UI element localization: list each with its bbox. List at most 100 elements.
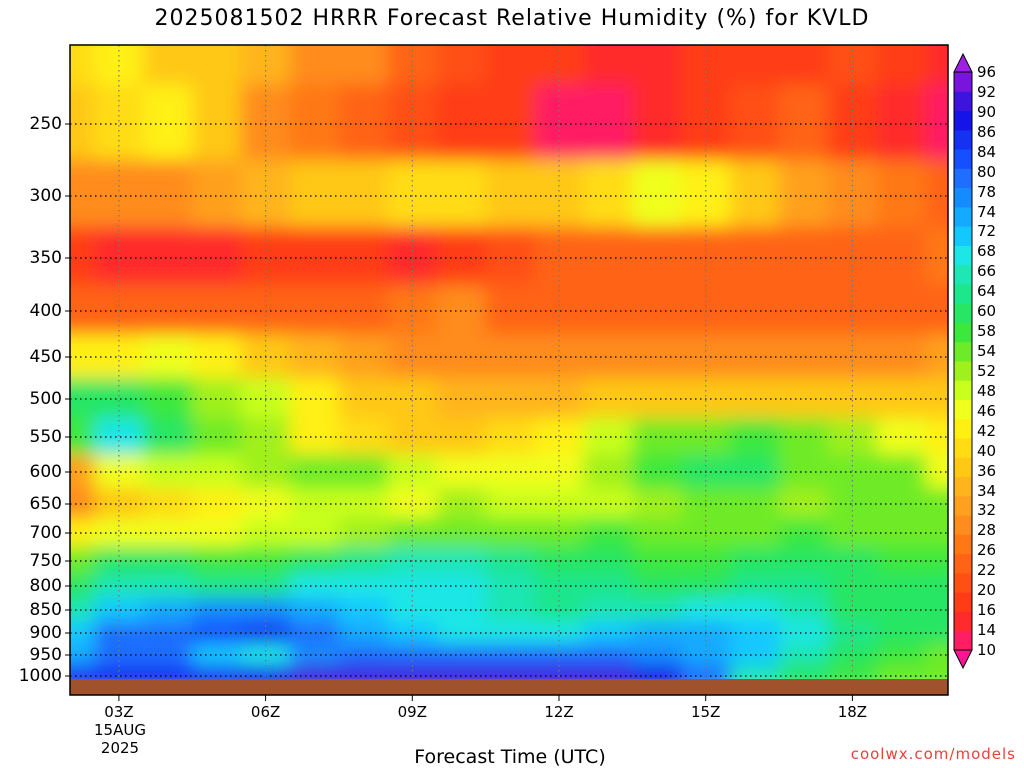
grid-lines	[70, 45, 948, 679]
colorbar-swatch	[954, 303, 972, 323]
heatmap-cell	[876, 160, 927, 228]
heatmap-cell	[436, 547, 487, 575]
heatmap-cell	[632, 454, 683, 489]
ground-bar	[70, 679, 948, 695]
heatmap-cell	[876, 45, 927, 86]
colorbar-swatch	[954, 168, 972, 189]
colorbar-label: 46	[977, 401, 997, 420]
heatmap-cell	[876, 665, 927, 679]
heatmap-cell	[70, 644, 96, 667]
heatmap-cell	[485, 227, 536, 286]
heatmap-cell	[632, 621, 683, 645]
colorbar-label: 86	[977, 122, 997, 141]
heatmap-cell	[925, 547, 948, 575]
heatmap-cell	[143, 598, 194, 623]
heatmap-cell	[436, 418, 487, 456]
y-tick-label: 350	[29, 248, 62, 268]
heatmap-cell	[779, 45, 829, 86]
heatmap-cell	[436, 573, 487, 599]
colorbar-label: 36	[977, 461, 997, 480]
heatmap-cell	[534, 454, 585, 489]
colorbar-swatch	[954, 226, 972, 246]
heatmap-cell	[632, 488, 683, 520]
colorbar-label: 28	[977, 521, 997, 540]
heatmap-cell	[583, 227, 634, 286]
heatmap-cell	[534, 665, 585, 679]
heatmap-cell	[436, 160, 487, 228]
heatmap-cell	[925, 644, 948, 667]
colorbar-swatch	[954, 322, 972, 343]
heatmap-cell	[779, 284, 829, 335]
y-tick-label: 800	[29, 576, 62, 596]
heatmap-cell	[583, 621, 634, 645]
heatmap-cell	[925, 284, 948, 335]
heatmap-cell	[632, 518, 683, 548]
colorbar-swatch	[954, 630, 972, 651]
heatmap-cell	[436, 454, 487, 489]
heatmap-cell	[143, 518, 194, 548]
heatmap-cell	[70, 621, 96, 645]
heatmap-cell	[876, 547, 927, 575]
colorbar-swatch	[954, 361, 972, 381]
heatmap-cell	[338, 84, 389, 161]
y-tick-label: 950	[29, 645, 62, 665]
colorbar-label: 90	[977, 102, 997, 121]
heatmap-cell	[485, 284, 536, 335]
colorbar-label: 34	[977, 481, 997, 500]
y-tick-label: 450	[29, 347, 62, 367]
heatmap-cell	[632, 45, 683, 86]
heatmap-cell	[241, 284, 292, 335]
colorbar-label: 22	[977, 561, 997, 580]
y-tick-label: 1000	[18, 666, 62, 686]
heatmap-cell	[681, 84, 732, 161]
heatmap-cell	[779, 160, 829, 228]
heatmap-cell	[632, 418, 683, 456]
heatmap-cell	[192, 598, 243, 623]
heatmap-cell	[876, 518, 927, 548]
heatmap-cell	[143, 227, 194, 286]
heatmap-cell	[192, 488, 243, 520]
heatmap-cell	[94, 665, 145, 679]
heatmap-cell	[436, 45, 487, 86]
colorbar-label: 92	[977, 82, 997, 101]
colorbar-swatch	[954, 572, 972, 593]
colorbar-swatch	[954, 264, 972, 285]
colorbar-label: 96	[977, 63, 997, 81]
colorbar-label: 64	[977, 282, 997, 301]
heatmap-cell	[94, 488, 145, 520]
colorbar-swatch	[954, 341, 972, 362]
colorbar-swatch	[954, 495, 972, 516]
heatmap-cell	[779, 227, 829, 286]
heatmap-cell	[94, 378, 145, 419]
heatmap-cell	[143, 378, 194, 419]
colorbar-label: 14	[977, 621, 997, 640]
heatmap-cell	[192, 45, 243, 86]
heatmap-cell	[70, 84, 96, 161]
heatmap-cell	[387, 84, 438, 161]
heatmap-cell	[192, 334, 243, 379]
heatmap-cell	[925, 518, 948, 548]
heatmap-cell	[290, 84, 340, 161]
heatmap-cell	[827, 621, 878, 645]
colorbar-swatch	[954, 399, 972, 420]
colorbar-label: 78	[977, 182, 997, 201]
colorbar-swatch	[954, 534, 972, 555]
colorbar-label: 52	[977, 361, 997, 380]
heatmap-cell	[143, 418, 194, 456]
heatmap-cell	[827, 284, 878, 335]
heatmap-cell	[730, 227, 781, 286]
heatmap-cell	[876, 573, 927, 599]
colorbar-label: 42	[977, 421, 997, 440]
heatmap-cell	[876, 454, 927, 489]
colorbar-swatch	[954, 553, 972, 574]
heatmap-cell	[436, 621, 487, 645]
heatmap-cell	[876, 644, 927, 667]
x-tick-label: 18Z	[837, 703, 868, 721]
heatmap-cell	[925, 334, 948, 379]
heatmap-cell	[632, 573, 683, 599]
heatmap-cell	[876, 418, 927, 456]
heatmap-cell	[143, 45, 194, 86]
heatmap-cell	[632, 227, 683, 286]
y-tick-label: 250	[29, 114, 62, 134]
heatmap-cell	[925, 621, 948, 645]
